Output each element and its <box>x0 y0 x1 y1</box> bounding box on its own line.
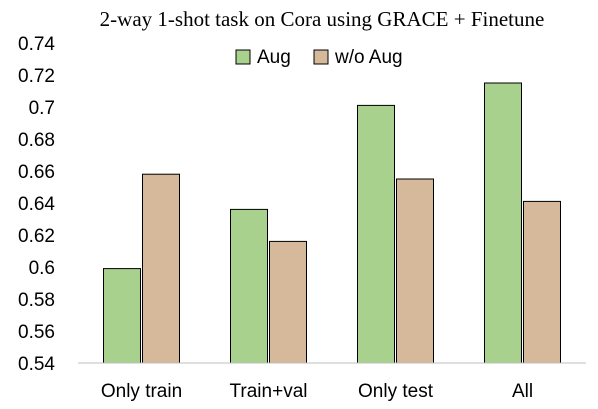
bar-aug <box>357 104 395 364</box>
bar-aug <box>484 82 522 364</box>
y-tick-label: 0.62 <box>18 226 55 247</box>
x-tick-label: Only test <box>358 381 434 402</box>
y-tick-label: 0.66 <box>18 162 55 183</box>
y-axis-ticks: 0.54 0.56 0.58 0.6 0.62 0.64 0.66 0.68 0.7 0.72 0.… <box>18 34 55 375</box>
legend-swatch-wo-aug <box>313 49 329 65</box>
y-tick-label: 0.68 <box>18 130 55 151</box>
legend-label-aug: Aug <box>257 47 291 68</box>
x-tick-label: Only train <box>101 381 182 402</box>
y-tick-label: 0.54 <box>18 354 55 375</box>
bar-aug <box>103 268 141 364</box>
legend-swatch-aug <box>235 49 251 65</box>
bar-aug <box>230 208 268 364</box>
x-tick-label: All <box>512 381 533 402</box>
x-tick-label: Train+val <box>230 381 308 402</box>
y-tick-label: 0.72 <box>18 66 55 87</box>
legend-label-wo-aug: w/o Aug <box>334 47 403 68</box>
bar-wo-aug <box>523 200 561 364</box>
y-tick-label: 0.7 <box>29 98 55 119</box>
y-tick-label: 0.58 <box>18 290 55 311</box>
bar-wo-aug <box>396 178 434 364</box>
chart-title: 2-way 1-shot task on Cora using GRACE + … <box>100 7 545 31</box>
x-axis-labels: Only train Train+val Only test All <box>101 381 533 402</box>
y-tick-label: 0.6 <box>29 258 55 279</box>
bar-wo-aug <box>142 173 180 364</box>
bars <box>103 82 561 364</box>
bar-wo-aug <box>269 240 307 364</box>
legend: Aug w/o Aug <box>235 47 403 68</box>
y-tick-label: 0.56 <box>18 322 55 343</box>
y-tick-label: 0.74 <box>18 34 55 55</box>
y-tick-label: 0.64 <box>18 194 55 215</box>
